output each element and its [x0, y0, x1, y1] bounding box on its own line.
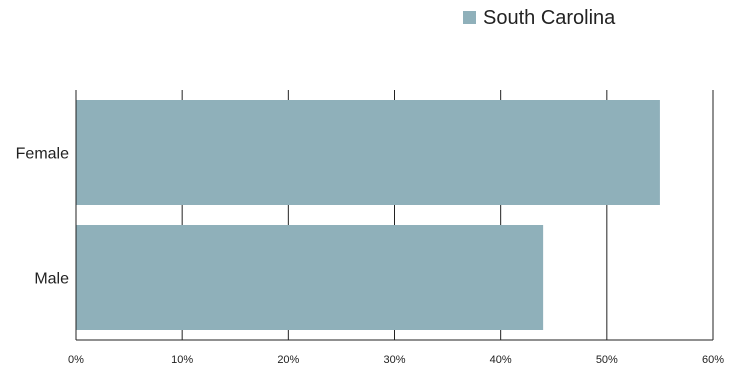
- category-label: Male: [34, 271, 69, 288]
- axes: [75, 90, 713, 341]
- x-tick-label: 10%: [171, 354, 193, 366]
- y-axis-category-labels: Female Male: [16, 146, 69, 288]
- chart-legend: South Carolina: [463, 7, 616, 29]
- legend-label: South Carolina: [483, 7, 616, 29]
- bar-female: [76, 100, 660, 205]
- legend-swatch: [463, 11, 476, 24]
- x-tick-label: 0%: [68, 354, 84, 366]
- x-axis-tick-labels: 0% 10% 20% 30% 40% 50% 60%: [68, 354, 724, 366]
- bar-male: [76, 225, 544, 330]
- x-tick-label: 60%: [702, 354, 724, 366]
- bars: [76, 100, 660, 330]
- x-tick-label: 20%: [277, 354, 299, 366]
- x-tick-label: 30%: [383, 354, 405, 366]
- category-label: Female: [16, 146, 69, 163]
- x-tick-label: 50%: [596, 354, 618, 366]
- x-tick-label: 40%: [490, 354, 512, 366]
